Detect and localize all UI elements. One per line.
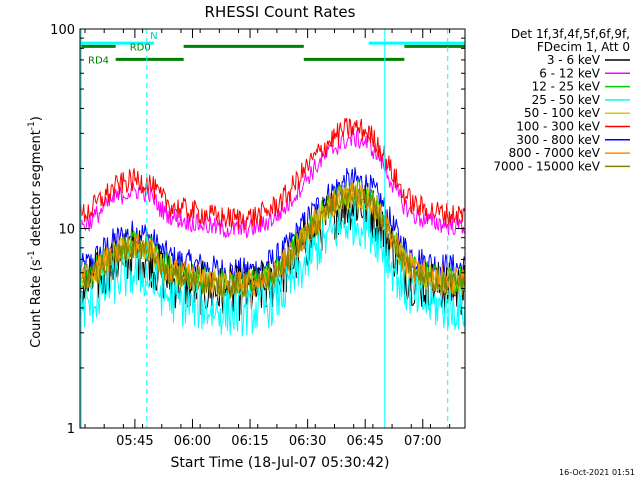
series-line-1	[79, 127, 466, 239]
legend-label: 25 - 50 keV	[532, 93, 601, 107]
y-axis-label: Count Rate (s-1 detector segment-1)	[27, 116, 44, 348]
x-tick-label: 07:00	[404, 434, 441, 449]
series-line-5	[79, 118, 466, 230]
y-tick-label: 100	[50, 23, 75, 38]
legend: Det 1f,3f,4f,5f,6f,9f, FDecim 1, Att 0 3…	[493, 27, 630, 173]
y-tick-label: 1	[67, 422, 75, 437]
legend-label: 100 - 300 keV	[516, 120, 600, 134]
series-line-7	[79, 181, 466, 298]
y-tick-label: 10	[58, 223, 75, 238]
x-axis-label: Start Time (18-Jul-07 05:30:42)	[170, 455, 389, 471]
x-tick-label: 06:30	[289, 434, 326, 449]
legend-label: 300 - 800 keV	[516, 133, 600, 147]
legend-label: 50 - 100 keV	[524, 106, 601, 120]
series-line-3	[79, 199, 466, 337]
axis-ticks: 05:45 06:00 06:15 06:30 06:45 07:00 1 10 100	[50, 23, 465, 449]
x-tick-label: 06:15	[231, 434, 268, 449]
legend-header-line-2: FDecim 1, Att 0	[537, 40, 630, 54]
rd-upper-label: RD0	[130, 42, 151, 53]
legend-header-line-1: Det 1f,3f,4f,5f,6f,9f,	[511, 27, 630, 41]
legend-label: 6 - 12 keV	[539, 66, 601, 80]
legend-label: 12 - 25 keV	[532, 80, 601, 94]
legend-label: 800 - 7000 keV	[509, 146, 601, 160]
footer-timestamp: 16-Oct-2021 01:51	[559, 468, 635, 477]
x-tick-label: 05:45	[116, 434, 153, 449]
x-tick-label: 06:45	[346, 434, 383, 449]
series-line-8	[79, 185, 466, 301]
attenuator-label: N	[150, 31, 157, 42]
legend-label: 7000 - 15000 keV	[493, 159, 600, 173]
series-line-6	[79, 167, 466, 285]
x-tick-label: 06:00	[174, 434, 211, 449]
rd-lower-label: RD4	[88, 55, 109, 66]
chart-title: RHESSI Count Rates	[205, 3, 356, 21]
legend-label: 3 - 6 keV	[547, 53, 601, 67]
